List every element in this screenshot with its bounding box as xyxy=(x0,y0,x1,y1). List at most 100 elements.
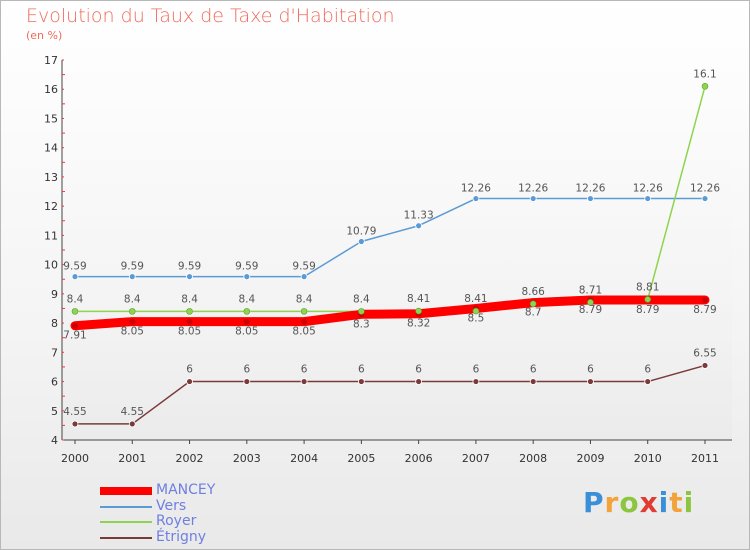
logo-letter: o xyxy=(619,486,640,519)
legend-swatch-etrigny xyxy=(100,537,152,539)
y-tick-label: 14 xyxy=(44,142,58,155)
data-point-royer-top[interactable] xyxy=(186,308,193,315)
data-label: 6 xyxy=(243,364,250,376)
data-point-royer-top[interactable] xyxy=(128,308,136,315)
data-point-royer-top[interactable] xyxy=(358,308,365,315)
legend-label-vers: Vers xyxy=(156,498,187,514)
data-point-etrigny[interactable] xyxy=(587,378,594,385)
x-tick-label: 2003 xyxy=(233,452,261,465)
x-tick-label: 2005 xyxy=(347,452,375,465)
y-tick-label: 7 xyxy=(51,346,58,359)
data-point-etrigny[interactable] xyxy=(128,420,136,428)
data-point-mancey[interactable] xyxy=(72,322,78,329)
data-point-royer-top[interactable] xyxy=(71,308,79,315)
data-point-vers[interactable] xyxy=(128,273,136,281)
logo-letter: r xyxy=(604,486,620,519)
data-point-royer-top[interactable] xyxy=(587,299,594,306)
data-label: 8.41 xyxy=(407,293,430,305)
data-point-vers[interactable] xyxy=(186,273,193,281)
x-tick-label: 2004 xyxy=(290,452,318,465)
data-point-mancey[interactable] xyxy=(301,318,308,325)
y-tick-label: 4 xyxy=(51,434,58,447)
legend-label-etrigny: Étrigny xyxy=(156,529,207,545)
data-point-royer-top[interactable] xyxy=(529,300,537,308)
data-label: 9.59 xyxy=(292,261,315,273)
data-label: 8.5 xyxy=(468,312,485,324)
data-point-vers[interactable] xyxy=(300,273,308,281)
data-point-vers[interactable] xyxy=(472,195,480,202)
data-point-vers[interactable] xyxy=(644,195,652,202)
data-label: 8.05 xyxy=(178,326,201,338)
data-label: 9.59 xyxy=(235,261,258,273)
data-point-etrigny[interactable] xyxy=(186,378,193,385)
data-label: 8.41 xyxy=(464,293,487,305)
logo-letter: x xyxy=(639,486,659,519)
data-point-etrigny[interactable] xyxy=(415,378,423,385)
data-point-royer-top[interactable] xyxy=(644,296,652,303)
data-point-royer-top[interactable] xyxy=(415,307,422,315)
data-label: 8.4 xyxy=(238,293,255,305)
data-label: 8.3 xyxy=(353,318,370,330)
data-label: 9.59 xyxy=(121,261,144,273)
data-point-etrigny[interactable] xyxy=(71,420,79,428)
data-label: 6 xyxy=(644,364,651,376)
data-label: 12.26 xyxy=(633,183,663,195)
chart-title: Evolution du Taux de Taxe d'Habitation xyxy=(26,5,395,27)
data-point-vers[interactable] xyxy=(71,273,79,281)
data-point-vers[interactable] xyxy=(701,195,709,202)
data-point-etrigny[interactable] xyxy=(243,378,251,385)
data-label: 8.4 xyxy=(296,293,313,305)
x-tick-label: 2010 xyxy=(634,452,662,465)
data-label: 12.26 xyxy=(518,183,548,195)
data-point-mancey[interactable] xyxy=(702,296,708,303)
chart-subtitle: (en %) xyxy=(26,29,63,42)
data-label: 12.26 xyxy=(690,183,720,195)
data-label: 8.81 xyxy=(636,281,659,293)
data-point-vers[interactable] xyxy=(415,222,423,230)
data-point-etrigny[interactable] xyxy=(357,378,365,385)
data-label: 16.1 xyxy=(693,68,716,80)
data-label: 8.4 xyxy=(353,293,370,305)
data-point-mancey[interactable] xyxy=(186,318,193,325)
data-label: 6.55 xyxy=(693,347,716,359)
data-point-vers[interactable] xyxy=(587,195,594,202)
legend-swatch-royer xyxy=(100,521,152,523)
data-point-etrigny[interactable] xyxy=(529,378,537,385)
data-label: 8.4 xyxy=(181,293,198,305)
data-label: 4.55 xyxy=(63,406,86,418)
data-point-etrigny[interactable] xyxy=(644,378,652,385)
x-tick-label: 2006 xyxy=(405,452,433,465)
data-point-vers[interactable] xyxy=(357,238,365,245)
data-label: 8.05 xyxy=(292,326,315,338)
data-label: 8.79 xyxy=(579,304,602,316)
series-line-etrigny xyxy=(74,364,706,425)
data-label: 6 xyxy=(358,364,365,376)
data-point-vers[interactable] xyxy=(529,195,537,202)
axes: 4 5 6 7 8 9 10 11 12 13 14 15 16 17 2000 2001 2002 2003 20… xyxy=(44,54,732,465)
data-label: 8.4 xyxy=(67,293,84,305)
data-point-vers[interactable] xyxy=(243,273,251,281)
y-tick-label: 8 xyxy=(51,317,58,330)
legend-label-mancey: MANCEY xyxy=(156,482,216,498)
data-point-etrigny[interactable] xyxy=(701,362,709,369)
data-point-etrigny[interactable] xyxy=(472,378,480,385)
x-tick-label: 2000 xyxy=(61,452,89,465)
data-label: 6 xyxy=(587,364,594,376)
data-point-mancey[interactable] xyxy=(129,318,136,325)
data-point-royer-top[interactable] xyxy=(701,83,709,90)
logo-letter: P xyxy=(583,486,605,519)
data-point-mancey[interactable] xyxy=(243,318,250,325)
data-label: 8.05 xyxy=(121,326,144,338)
series-line-vers xyxy=(74,197,706,278)
data-point-etrigny[interactable] xyxy=(300,378,308,385)
data-point-royer-top[interactable] xyxy=(243,308,251,315)
data-point-royer-top[interactable] xyxy=(472,307,480,315)
proxiti-logo[interactable]: Proxiti xyxy=(583,486,694,519)
data-label: 8.79 xyxy=(636,304,659,316)
data-label: 8.79 xyxy=(693,304,716,316)
data-label: 8.66 xyxy=(521,286,545,298)
data-point-royer-top[interactable] xyxy=(300,308,308,315)
data-label: 11.33 xyxy=(404,210,434,222)
logo-letter: i xyxy=(658,486,670,519)
